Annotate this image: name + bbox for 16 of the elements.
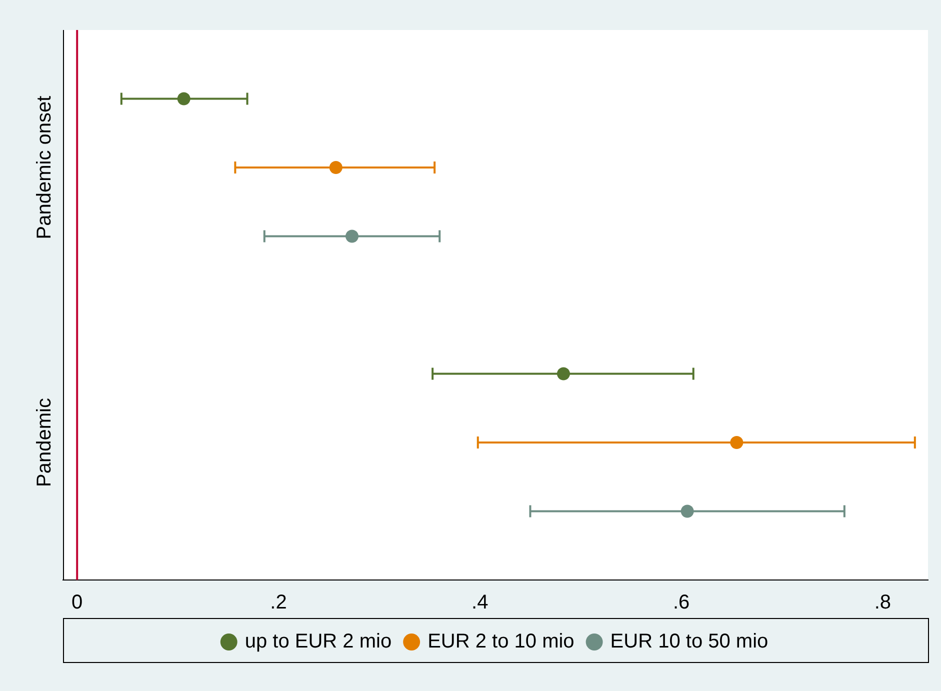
- point: [346, 230, 359, 243]
- x-tick-label: .2: [270, 592, 287, 614]
- point: [556, 367, 570, 380]
- legend-label: EUR 10 to 50 mio: [610, 630, 768, 653]
- legend-label: up to EUR 2 mio: [244, 630, 392, 653]
- point: [730, 436, 744, 449]
- x-tick-label: .8: [874, 592, 892, 614]
- x-tick-label: .6: [672, 592, 690, 614]
- point: [329, 161, 342, 174]
- x-tick-label: 0: [72, 592, 83, 614]
- point: [177, 92, 190, 106]
- y-tick-label: Pandemic: [34, 398, 56, 487]
- point: [680, 504, 694, 518]
- x-tick-label: .4: [472, 592, 488, 614]
- legend-label: EUR 2 to 10 mio: [428, 630, 574, 653]
- y-tick-label: Pandemic onset: [34, 95, 56, 240]
